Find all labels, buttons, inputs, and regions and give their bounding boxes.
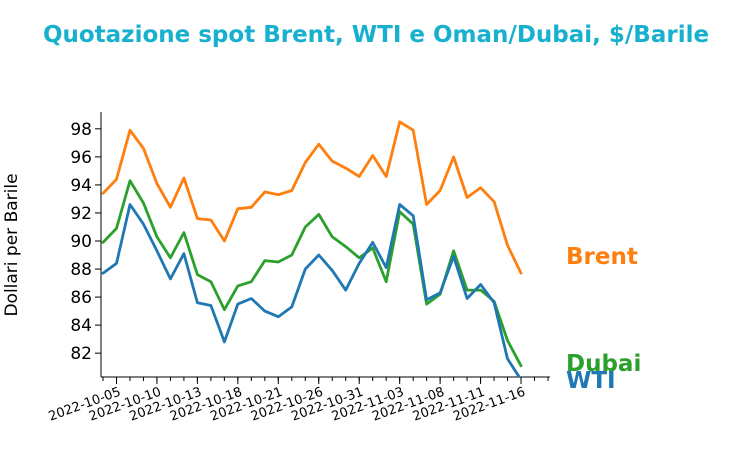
y-tick-label: 90: [70, 232, 92, 252]
x-axis: 2022-10-052022-10-102022-10-132022-10-18…: [47, 376, 550, 425]
y-tick-label: 84: [70, 316, 92, 336]
y-axis: 82 84 86 88 90 92 94 96 98: [70, 112, 102, 377]
series-line-dubai: [101, 179, 523, 368]
series-lines: [101, 120, 523, 377]
chart-title: Quotazione spot Brent, WTI e Oman/Dubai,…: [42, 22, 710, 48]
y-tick-label: 94: [70, 176, 92, 196]
y-tick-label: 98: [70, 120, 92, 140]
y-tick-label: 88: [70, 260, 92, 280]
y-tick-label: 92: [70, 204, 92, 224]
y-tick-label: 86: [70, 288, 92, 308]
series-label-wti: WTI: [566, 368, 616, 394]
series-label-dubai: Dubai: [566, 351, 641, 377]
y-tick-label: 96: [70, 148, 92, 168]
y-axis-title: Dollari per Barile: [2, 173, 22, 316]
series-line-brent: [101, 120, 523, 275]
series-label-brent: Brent: [566, 244, 638, 270]
y-tick-label: 82: [70, 344, 92, 364]
series-line-wti: [101, 203, 521, 377]
